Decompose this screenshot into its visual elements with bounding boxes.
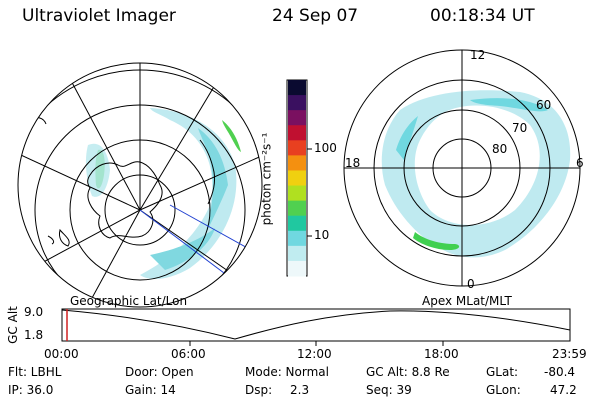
alt-x-tick: 23:59: [552, 347, 587, 361]
mode-info: Mode: Normal: [245, 365, 329, 379]
app-title: Ultraviolet Imager: [22, 6, 176, 26]
mlat-label-70: 70: [512, 121, 528, 135]
mlt-label-top: 12: [470, 48, 486, 62]
mlat-label-80: 80: [492, 142, 508, 156]
alt-axis-label: GC Alt: [5, 306, 20, 344]
glat-value: -80.4: [544, 365, 576, 379]
colorbar-cell: [288, 215, 306, 232]
dsp-value: 2.3: [290, 383, 310, 397]
seq-info: Seq: 39: [366, 383, 412, 397]
alt-y-top: 9.0: [24, 305, 44, 319]
gain-info: Gain: 14: [125, 383, 176, 397]
observation-date: 24 Sep 07: [272, 6, 359, 26]
colorbar: [286, 79, 312, 277]
gc-alt-info: GC Alt: 8.8 Re: [366, 365, 450, 379]
colorbar-cell: [288, 260, 306, 277]
alt-x-tick: 00:00: [44, 347, 79, 361]
colorbar-cell: [288, 170, 306, 187]
colorbar-cell: [288, 95, 306, 111]
glat-label: GLat:: [486, 365, 519, 379]
polar-map: [343, 49, 581, 287]
colorbar-cell: [288, 140, 306, 156]
mlt-label-left: 18: [345, 156, 361, 170]
colorbar-cell: [288, 80, 306, 96]
left-green-arc: [222, 120, 241, 152]
colorbar-cell: [288, 200, 306, 217]
colorbar-cell: [288, 185, 306, 202]
colorbar-tick-100: 100: [314, 141, 337, 155]
observation-time: 00:18:34 UT: [430, 6, 535, 26]
altitude-curve: [61, 309, 571, 340]
coastline: [87, 161, 163, 239]
colorbar-cell: [288, 125, 306, 141]
altitude-plot: [61, 308, 571, 346]
colorbar-cell: [288, 155, 306, 171]
alt-x-tick: 18:00: [424, 347, 459, 361]
alt-x-tick: 06:00: [171, 347, 206, 361]
mlat-label-60: 60: [536, 98, 552, 112]
alt-y-bottom: 1.8: [24, 328, 44, 342]
right-panel-caption: Apex MLat/MLT: [422, 294, 512, 308]
mlt-label-bottom: 0: [467, 277, 475, 291]
ip-info: IP: 36.0: [8, 383, 54, 397]
colorbar-tick-10: 10: [314, 228, 330, 242]
filter-info: Flt: LBHL: [8, 365, 62, 379]
colorbar-cell: [288, 230, 306, 247]
geographic-map: [17, 62, 263, 308]
mlt-label-right: 6: [576, 156, 584, 170]
left-panel-caption: Geographic Lat/Lon: [70, 294, 188, 308]
glon-value: 47.2: [550, 383, 577, 397]
dsp-label: Dsp:: [245, 383, 273, 397]
right-green-arc: [413, 232, 460, 250]
glon-label: GLon:: [486, 383, 521, 397]
right-auroral-oval: [381, 90, 571, 258]
door-info: Door: Open: [125, 365, 194, 379]
colorbar-unit-label: photon cm⁻²s⁻¹: [259, 132, 274, 226]
colorbar-cell: [288, 245, 306, 262]
alt-x-tick: 12:00: [297, 347, 332, 361]
colorbar-cell: [288, 110, 306, 126]
